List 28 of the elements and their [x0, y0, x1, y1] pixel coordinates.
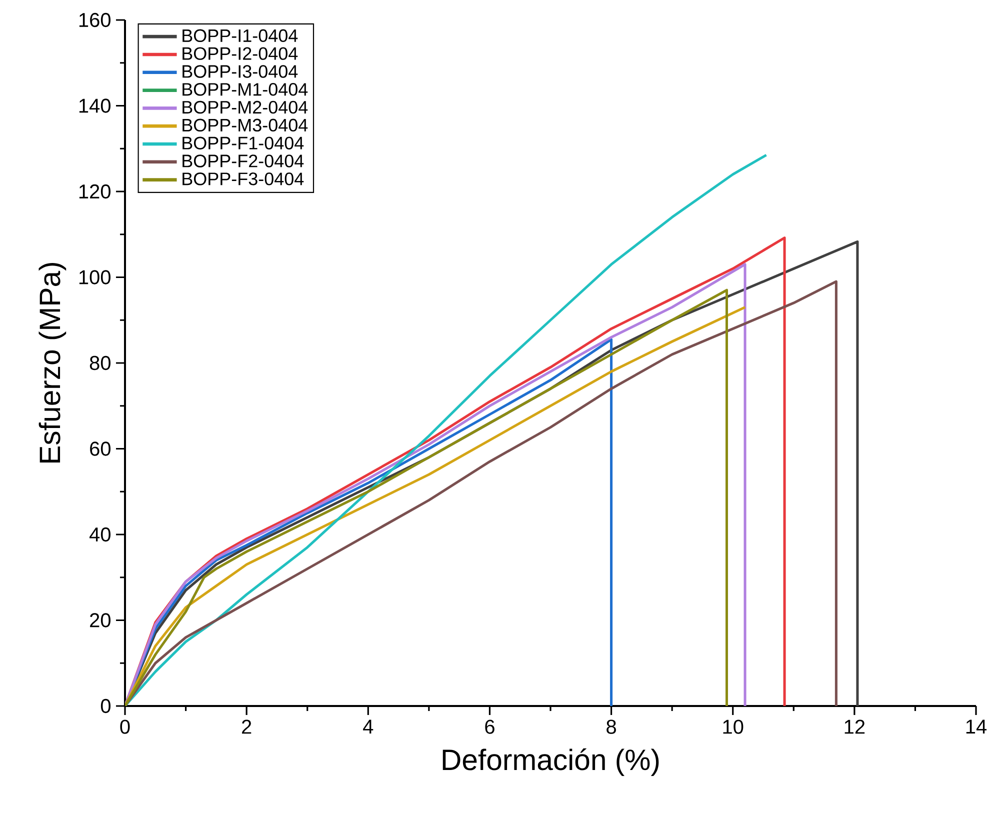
legend-label: BOPP-I3-0404	[182, 65, 298, 78]
legend-label: BOPP-F2-0404	[182, 154, 304, 168]
x-tick-label: 14	[966, 720, 987, 734]
y-tick-label: 60	[90, 442, 110, 456]
y-tick-label: 0	[100, 698, 110, 714]
x-tick-label: 10	[723, 720, 744, 734]
legend-label: BOPP-F1-0404	[182, 136, 304, 150]
y-axis-title: Esfuerzo (MPa)	[38, 262, 66, 462]
legend-label: BOPP-I1-0404	[182, 29, 298, 42]
x-tick-label: 2	[242, 720, 252, 734]
legend-label: BOPP-M2-0404	[182, 100, 308, 114]
legend-label: BOPP-M3-0404	[182, 118, 308, 132]
x-tick-label: 6	[485, 720, 494, 734]
y-tick-label: 80	[90, 356, 110, 370]
x-tick-label: 4	[363, 720, 374, 734]
x-axis-title: Deformación (%)	[442, 748, 659, 776]
y-tick-label: 160	[79, 12, 110, 28]
x-tick-label: 0	[120, 720, 130, 734]
y-tick-label: 140	[79, 98, 110, 113]
legend-label: BOPP-M1-0404	[182, 83, 308, 96]
x-tick-label: 12	[844, 720, 865, 734]
y-tick-label: 40	[90, 527, 110, 542]
y-tick-label: 120	[79, 184, 110, 199]
x-tick-label: 8	[606, 720, 616, 734]
legend-label: BOPP-I2-0404	[182, 47, 298, 60]
legend-label: BOPP-F3-0404	[182, 172, 304, 186]
y-tick-label: 100	[79, 270, 110, 284]
y-tick-label: 20	[90, 613, 110, 628]
